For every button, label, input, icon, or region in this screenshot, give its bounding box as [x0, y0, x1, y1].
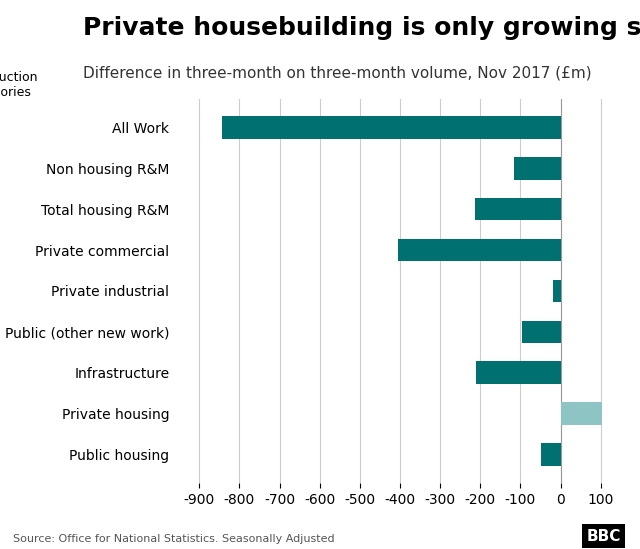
Bar	[541, 443, 561, 466]
Bar	[221, 116, 561, 139]
Bar	[515, 157, 561, 180]
Text: BBC: BBC	[586, 529, 621, 544]
Bar	[476, 361, 561, 384]
Bar	[398, 239, 561, 261]
Y-axis label: Construction
categories: Construction categories	[0, 71, 38, 99]
Bar	[475, 198, 561, 221]
Bar	[554, 280, 561, 302]
Bar	[561, 402, 602, 425]
Text: Difference in three-month on three-month volume, Nov 2017 (£m): Difference in three-month on three-month…	[83, 66, 592, 81]
Text: Source: Office for National Statistics. Seasonally Adjusted: Source: Office for National Statistics. …	[13, 534, 335, 544]
Text: BBC: BBC	[586, 529, 621, 544]
Text: Private housebuilding is only growing sector: Private housebuilding is only growing se…	[83, 16, 640, 41]
Bar	[522, 321, 561, 343]
